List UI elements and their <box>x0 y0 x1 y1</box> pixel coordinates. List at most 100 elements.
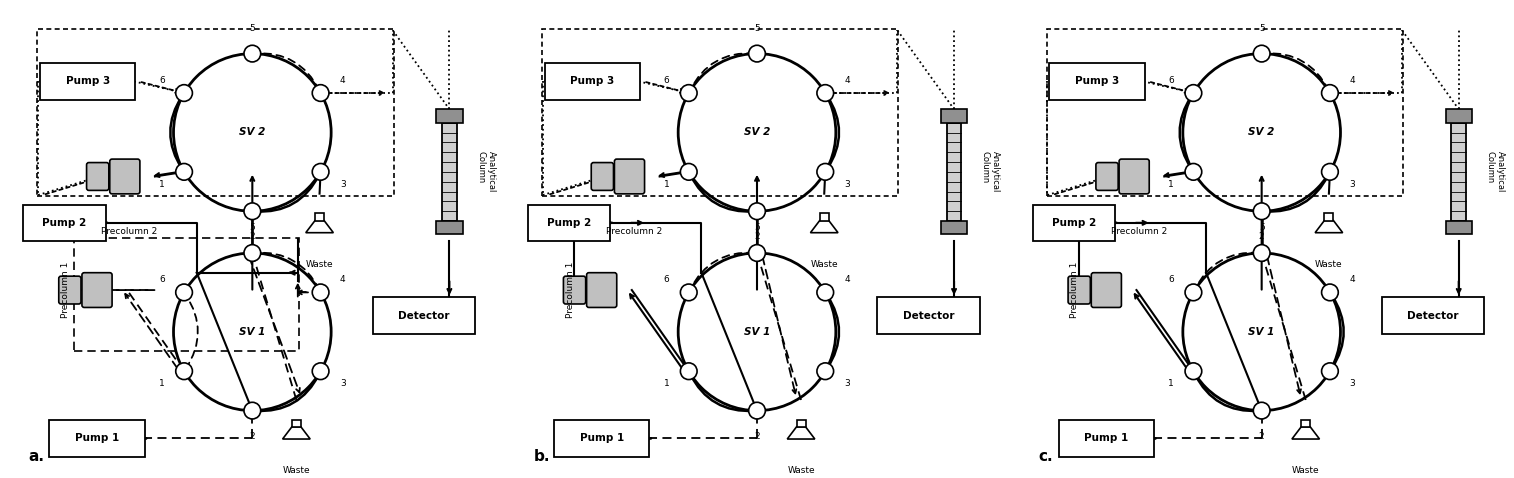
Circle shape <box>1185 284 1202 301</box>
Circle shape <box>1254 203 1270 219</box>
Circle shape <box>818 363 834 380</box>
Text: Waste: Waste <box>1316 260 1343 269</box>
Circle shape <box>818 85 834 101</box>
Polygon shape <box>1325 213 1334 220</box>
Text: 4: 4 <box>845 275 851 284</box>
FancyBboxPatch shape <box>436 109 463 123</box>
Text: Pump 3: Pump 3 <box>571 76 615 87</box>
FancyBboxPatch shape <box>615 159 645 194</box>
FancyBboxPatch shape <box>528 205 610 241</box>
Text: Pump 1: Pump 1 <box>580 434 624 444</box>
Polygon shape <box>787 427 815 439</box>
Text: 6: 6 <box>159 275 165 284</box>
FancyBboxPatch shape <box>545 64 640 99</box>
Text: Precolumn 1: Precolumn 1 <box>566 262 575 318</box>
FancyBboxPatch shape <box>372 297 475 334</box>
FancyBboxPatch shape <box>82 272 112 307</box>
Text: 3: 3 <box>1349 380 1355 389</box>
Text: Waste: Waste <box>306 260 333 269</box>
FancyBboxPatch shape <box>877 297 980 334</box>
Bar <box>442 123 457 221</box>
Text: 5: 5 <box>754 223 760 232</box>
Polygon shape <box>315 213 324 220</box>
Text: 3: 3 <box>339 380 345 389</box>
Circle shape <box>818 284 834 301</box>
Polygon shape <box>292 420 301 427</box>
Text: 1: 1 <box>663 180 669 189</box>
Bar <box>946 123 961 221</box>
Text: 2: 2 <box>1258 432 1264 441</box>
FancyBboxPatch shape <box>1382 297 1484 334</box>
Circle shape <box>680 363 696 380</box>
Text: 2: 2 <box>754 432 760 441</box>
Text: 1: 1 <box>159 380 165 389</box>
Text: Waste: Waste <box>283 466 310 475</box>
FancyBboxPatch shape <box>1033 205 1116 241</box>
Text: Analytical
Column: Analytical Column <box>981 151 1001 193</box>
FancyBboxPatch shape <box>940 109 967 123</box>
Text: SV 1: SV 1 <box>743 327 771 337</box>
Circle shape <box>680 163 696 180</box>
Text: 2: 2 <box>754 232 760 241</box>
Circle shape <box>312 284 329 301</box>
Text: 6: 6 <box>663 275 669 284</box>
Text: 1: 1 <box>159 180 165 189</box>
Text: Precolumn 1: Precolumn 1 <box>1070 262 1079 318</box>
Circle shape <box>680 85 696 101</box>
FancyBboxPatch shape <box>1446 220 1472 234</box>
Text: 2: 2 <box>250 232 256 241</box>
Text: 5: 5 <box>1258 23 1264 33</box>
Circle shape <box>312 163 329 180</box>
FancyBboxPatch shape <box>50 420 145 456</box>
FancyBboxPatch shape <box>1067 276 1090 304</box>
Text: Analytical
Column: Analytical Column <box>477 151 495 193</box>
FancyBboxPatch shape <box>86 163 109 190</box>
Text: 3: 3 <box>339 180 345 189</box>
Text: SV 1: SV 1 <box>1249 327 1275 337</box>
Text: 1: 1 <box>663 380 669 389</box>
Text: 4: 4 <box>339 76 345 85</box>
Circle shape <box>1185 85 1202 101</box>
Text: Pump 2: Pump 2 <box>1052 218 1096 228</box>
Text: 1: 1 <box>1169 180 1175 189</box>
Text: c.: c. <box>1039 449 1052 464</box>
Text: Precolumn 2: Precolumn 2 <box>1111 228 1167 237</box>
Circle shape <box>312 363 329 380</box>
Circle shape <box>1322 85 1338 101</box>
FancyBboxPatch shape <box>940 220 967 234</box>
Polygon shape <box>1291 427 1320 439</box>
Circle shape <box>1185 363 1202 380</box>
Text: 6: 6 <box>663 76 669 85</box>
Text: SV 2: SV 2 <box>743 128 771 138</box>
Circle shape <box>818 163 834 180</box>
Polygon shape <box>810 220 839 233</box>
Circle shape <box>176 363 192 380</box>
Polygon shape <box>306 220 333 233</box>
FancyBboxPatch shape <box>1119 159 1149 194</box>
Text: 5: 5 <box>1258 223 1264 232</box>
Text: 2: 2 <box>1258 232 1264 241</box>
Text: Pump 3: Pump 3 <box>65 76 111 87</box>
Text: 6: 6 <box>1169 275 1175 284</box>
Circle shape <box>1185 163 1202 180</box>
Text: 3: 3 <box>845 180 851 189</box>
Circle shape <box>176 85 192 101</box>
Text: 3: 3 <box>1349 180 1355 189</box>
Text: a.: a. <box>29 449 45 464</box>
Circle shape <box>176 163 192 180</box>
Text: 5: 5 <box>250 223 256 232</box>
Text: Precolumn 2: Precolumn 2 <box>606 228 662 237</box>
FancyBboxPatch shape <box>1049 64 1145 99</box>
Text: SV 1: SV 1 <box>239 327 265 337</box>
Text: Analytical
Column: Analytical Column <box>1485 151 1505 193</box>
Circle shape <box>244 203 260 219</box>
FancyBboxPatch shape <box>1092 272 1122 307</box>
Polygon shape <box>1316 220 1343 233</box>
Polygon shape <box>1301 420 1310 427</box>
Text: Pump 2: Pump 2 <box>42 218 86 228</box>
Bar <box>1452 123 1466 221</box>
FancyBboxPatch shape <box>586 272 616 307</box>
Circle shape <box>1322 163 1338 180</box>
Circle shape <box>1254 45 1270 62</box>
Polygon shape <box>819 213 828 220</box>
